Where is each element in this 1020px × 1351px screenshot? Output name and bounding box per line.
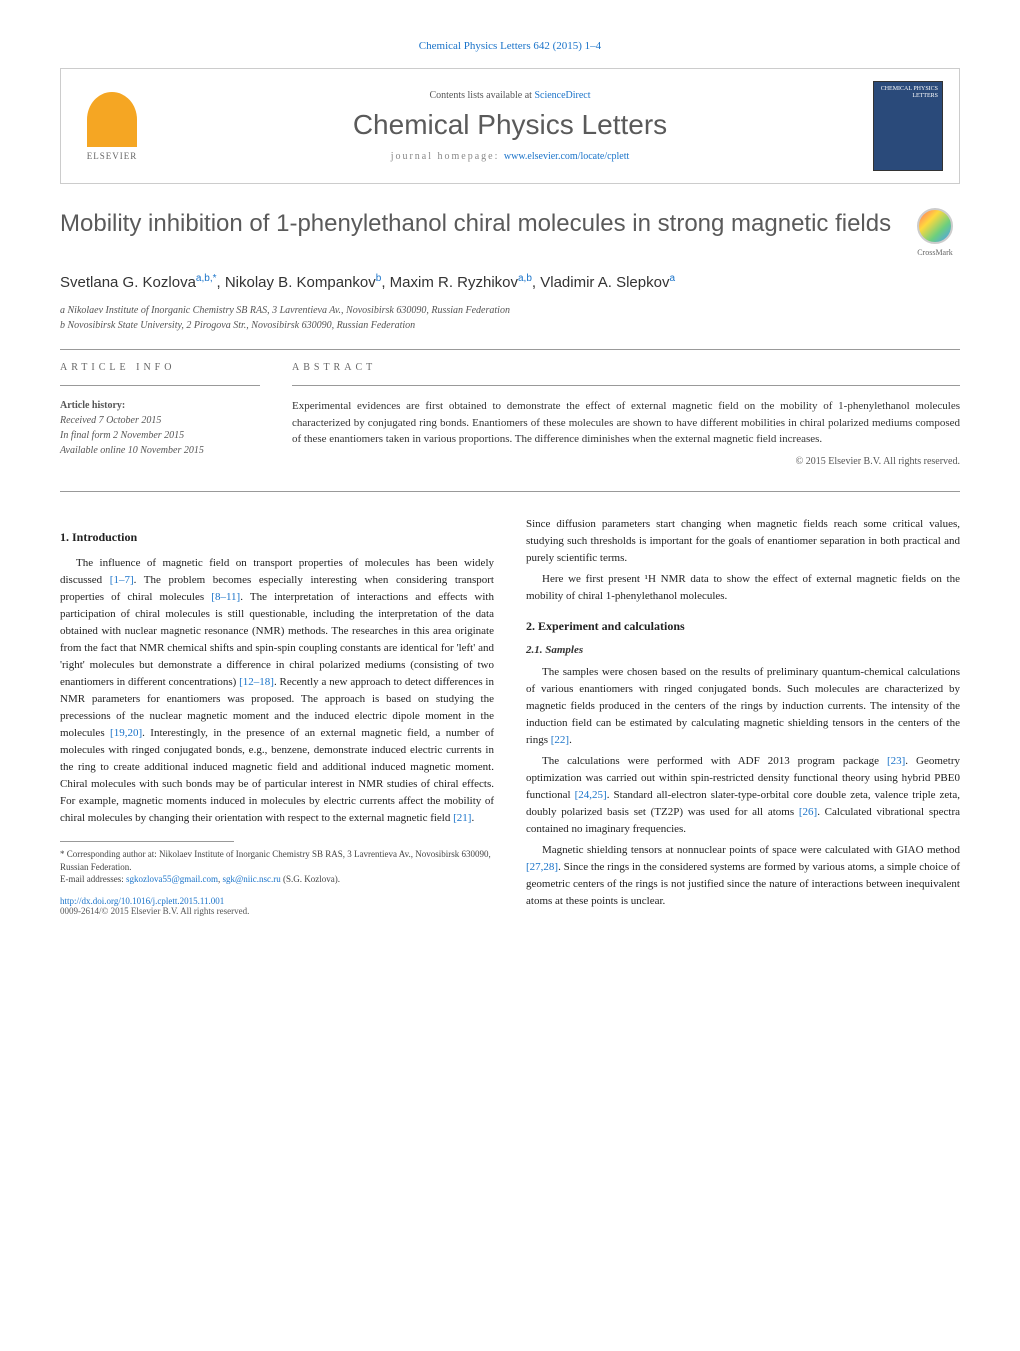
- divider: [60, 491, 960, 492]
- abstract-text: Experimental evidences are first obtaine…: [292, 398, 960, 448]
- divider: [60, 349, 960, 350]
- citation-link[interactable]: [19,20]: [110, 727, 142, 739]
- citation-link[interactable]: [22]: [551, 734, 569, 746]
- author-1: Svetlana G. Kozlova: [60, 274, 196, 291]
- email-label: E-mail addresses:: [60, 874, 126, 884]
- citation-link[interactable]: [12–18]: [239, 676, 274, 688]
- homepage-link[interactable]: www.elsevier.com/locate/cplett: [504, 151, 629, 162]
- text-fragment: . Since the rings in the considered syst…: [526, 861, 960, 907]
- article-info-block: ARTICLE INFO Article history: Received 7…: [60, 362, 260, 467]
- elsevier-tree-icon: [87, 92, 137, 147]
- right-column: Since diffusion parameters start changin…: [526, 516, 960, 917]
- crossmark-badge[interactable]: CrossMark: [910, 208, 960, 257]
- intro-para-2: Since diffusion parameters start changin…: [526, 516, 960, 567]
- author-4: , Vladimir A. Slepkov: [532, 274, 670, 291]
- citation-link[interactable]: [27,28]: [526, 861, 558, 873]
- journal-name: Chemical Physics Letters: [147, 109, 873, 141]
- online-date: Available online 10 November 2015: [60, 443, 260, 458]
- samples-para-2: The calculations were performed with ADF…: [526, 753, 960, 838]
- article-history: Article history: Received 7 October 2015…: [60, 398, 260, 458]
- affiliations: a Nikolaev Institute of Inorganic Chemis…: [60, 303, 960, 333]
- authors-line: Svetlana G. Kozlovaa,b,*, Nikolay B. Kom…: [60, 273, 960, 291]
- citation-link[interactable]: [21]: [453, 812, 471, 824]
- author-1-sup: a,b,*: [196, 273, 217, 284]
- text-fragment: .: [569, 734, 572, 746]
- journal-header: ELSEVIER Contents lists available at Sci…: [60, 68, 960, 184]
- corresponding-author-note: * Corresponding author at: Nikolaev Inst…: [60, 848, 494, 873]
- divider: [292, 385, 960, 386]
- footnote-separator: [60, 841, 234, 842]
- elsevier-label: ELSEVIER: [87, 151, 138, 161]
- affiliation-b: b Novosibirsk State University, 2 Pirogo…: [60, 318, 960, 333]
- section-2-heading: 2. Experiment and calculations: [526, 619, 960, 634]
- section-1-heading: 1. Introduction: [60, 530, 494, 545]
- sciencedirect-link[interactable]: ScienceDirect: [534, 90, 590, 101]
- text-fragment: .: [471, 812, 474, 824]
- final-date: In final form 2 November 2015: [60, 428, 260, 443]
- samples-para-1: The samples were chosen based on the res…: [526, 664, 960, 749]
- email-2[interactable]: sgk@niic.nsc.ru: [223, 874, 281, 884]
- text-fragment: Magnetic shielding tensors at nonnuclear…: [542, 844, 960, 856]
- crossmark-label: CrossMark: [910, 248, 960, 257]
- homepage-prefix: journal homepage:: [391, 151, 504, 162]
- received-date: Received 7 October 2015: [60, 413, 260, 428]
- text-fragment: The samples were chosen based on the res…: [526, 666, 960, 746]
- author-4-sup: a: [669, 273, 675, 284]
- author-2: , Nikolay B. Kompankov: [217, 274, 376, 291]
- article-info-header: ARTICLE INFO: [60, 362, 260, 373]
- citation-link[interactable]: [8–11]: [211, 591, 240, 603]
- affiliation-a: a Nikolaev Institute of Inorganic Chemis…: [60, 303, 960, 318]
- citation-link[interactable]: [24,25]: [575, 789, 607, 801]
- email-suffix: (S.G. Kozlova).: [281, 874, 340, 884]
- abstract-block: ABSTRACT Experimental evidences are firs…: [292, 362, 960, 467]
- contents-prefix: Contents lists available at: [429, 90, 534, 101]
- elsevier-logo: ELSEVIER: [77, 86, 147, 166]
- history-label: Article history:: [60, 398, 260, 413]
- journal-cover: CHEMICAL PHYSICS LETTERS: [873, 81, 943, 171]
- author-3-sup: a,b: [518, 273, 532, 284]
- header-center: Contents lists available at ScienceDirec…: [147, 90, 873, 162]
- abstract-copyright: © 2015 Elsevier B.V. All rights reserved…: [292, 456, 960, 467]
- text-fragment: . The interpretation of interactions and…: [60, 591, 494, 688]
- citation-link[interactable]: [23]: [887, 755, 905, 767]
- text-fragment: The calculations were performed with ADF…: [542, 755, 887, 767]
- samples-para-3: Magnetic shielding tensors at nonnuclear…: [526, 842, 960, 910]
- article-title: Mobility inhibition of 1-phenylethanol c…: [60, 208, 910, 239]
- abstract-header: ABSTRACT: [292, 362, 960, 373]
- left-column: 1. Introduction The influence of magneti…: [60, 516, 494, 917]
- citation-link[interactable]: [1–7]: [110, 574, 134, 586]
- email-line: E-mail addresses: sgkozlova55@gmail.com,…: [60, 873, 494, 886]
- journal-citation[interactable]: Chemical Physics Letters 642 (2015) 1–4: [60, 40, 960, 52]
- contents-line: Contents lists available at ScienceDirec…: [147, 90, 873, 101]
- issn-copyright: 0009-2614/© 2015 Elsevier B.V. All right…: [60, 906, 494, 916]
- doi-link[interactable]: http://dx.doi.org/10.1016/j.cplett.2015.…: [60, 896, 494, 906]
- intro-para-1: The influence of magnetic field on trans…: [60, 555, 494, 828]
- citation-link[interactable]: [26]: [799, 806, 817, 818]
- section-2-1-heading: 2.1. Samples: [526, 644, 960, 656]
- divider: [60, 385, 260, 386]
- journal-cover-label: CHEMICAL PHYSICS LETTERS: [874, 86, 938, 99]
- crossmark-icon: [917, 208, 953, 244]
- intro-para-3: Here we first present ¹H NMR data to sho…: [526, 571, 960, 605]
- author-3: , Maxim R. Ryzhikov: [381, 274, 518, 291]
- email-1[interactable]: sgkozlova55@gmail.com: [126, 874, 218, 884]
- text-fragment: . Interestingly, in the presence of an e…: [60, 727, 494, 824]
- homepage-line: journal homepage: www.elsevier.com/locat…: [147, 151, 873, 162]
